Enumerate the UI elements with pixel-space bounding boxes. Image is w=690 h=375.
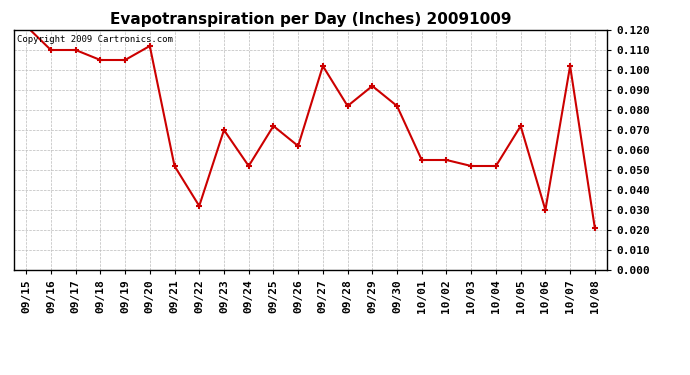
Title: Evapotranspiration per Day (Inches) 20091009: Evapotranspiration per Day (Inches) 2009… xyxy=(110,12,511,27)
Text: Copyright 2009 Cartronics.com: Copyright 2009 Cartronics.com xyxy=(17,35,172,44)
